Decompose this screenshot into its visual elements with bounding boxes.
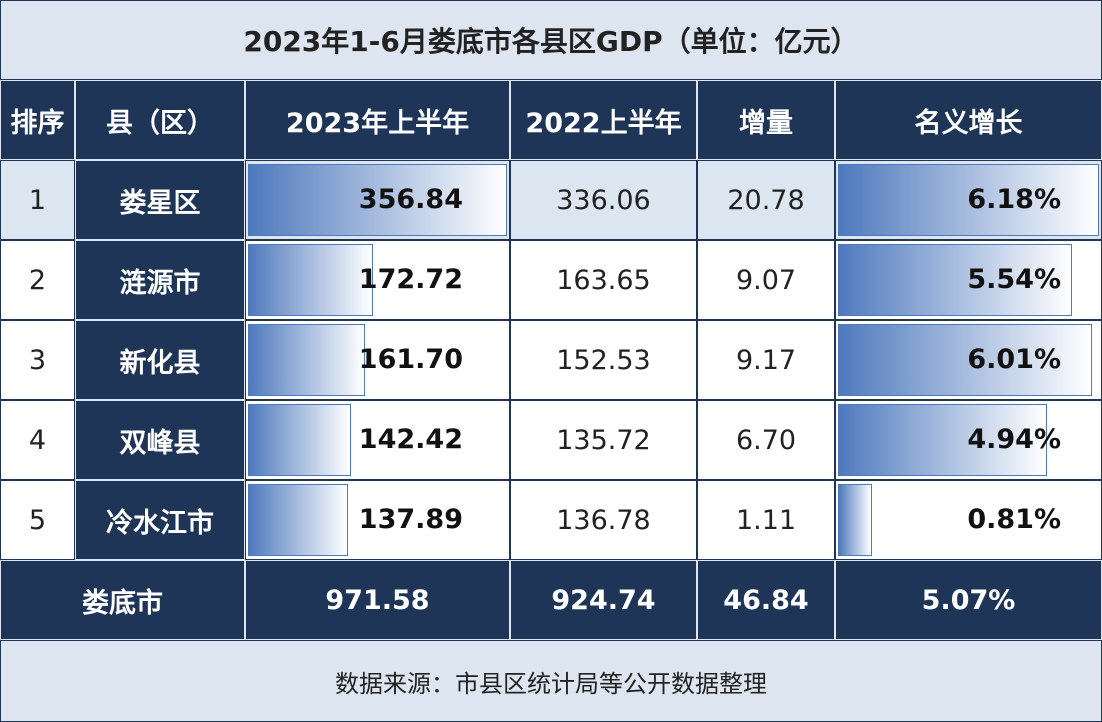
table-cell: 20.78 [697,160,835,240]
header-cell: 排序 [0,80,75,160]
cell-value: 5.54% [967,264,1061,295]
cell-value: 6.01% [967,344,1061,375]
county-cell: 冷水江市 [75,480,245,560]
table-cell: 152.53 [510,320,697,400]
source-note: 数据来源：市县区统计局等公开数据整理 [0,640,1102,722]
header-cell: 增量 [697,80,835,160]
county-cell: 涟源市 [75,240,245,320]
table-cell: 9.17 [697,320,835,400]
total-cell: 娄底市 [0,560,245,640]
data-bar [838,324,1092,396]
county-cell: 娄星区 [75,160,245,240]
bar-cell: 137.89 [245,480,510,560]
cell-value: 6.18% [967,184,1061,215]
bar-cell: 6.01% [835,320,1102,400]
table-cell: 4 [0,400,75,480]
header-cell: 2022上半年 [510,80,697,160]
table-cell: 5 [0,480,75,560]
header-cell: 县（区） [75,80,245,160]
title: 2023年1-6月娄底市各县区GDP（单位：亿元） [0,0,1102,80]
header-cell: 2023年上半年 [245,80,510,160]
data-bar [838,404,1047,476]
cell-value: 172.72 [358,264,463,295]
bar-cell: 356.84 [245,160,510,240]
table-cell: 6.70 [697,400,835,480]
table-cell: 136.78 [510,480,697,560]
cell-value: 161.70 [358,344,463,375]
bar-cell: 6.18% [835,160,1102,240]
table-cell: 9.07 [697,240,835,320]
data-bar [838,484,873,556]
cell-value: 356.84 [358,184,463,215]
cell-value: 137.89 [358,504,463,535]
header-cell: 名义增长 [835,80,1102,160]
data-bar [248,484,349,556]
bar-cell: 161.70 [245,320,510,400]
data-bar [248,244,374,316]
data-bar [838,244,1072,316]
table-cell: 1 [0,160,75,240]
total-cell: 924.74 [510,560,697,640]
bar-cell: 142.42 [245,400,510,480]
cell-value: 0.81% [967,504,1061,535]
table-cell: 163.65 [510,240,697,320]
bar-cell: 0.81% [835,480,1102,560]
table-cell: 3 [0,320,75,400]
data-bar [248,164,507,236]
cell-value: 4.94% [967,424,1061,455]
data-bar [248,324,366,396]
bar-cell: 4.94% [835,400,1102,480]
bar-cell: 172.72 [245,240,510,320]
total-cell: 46.84 [697,560,835,640]
bar-cell: 5.54% [835,240,1102,320]
county-cell: 新化县 [75,320,245,400]
table-cell: 2 [0,240,75,320]
data-bar [248,404,352,476]
total-cell: 971.58 [245,560,510,640]
data-bar [838,164,1099,236]
table-cell: 336.06 [510,160,697,240]
table-cell: 135.72 [510,400,697,480]
table-cell: 1.11 [697,480,835,560]
total-cell: 5.07% [835,560,1102,640]
county-cell: 双峰县 [75,400,245,480]
cell-value: 142.42 [358,424,463,455]
